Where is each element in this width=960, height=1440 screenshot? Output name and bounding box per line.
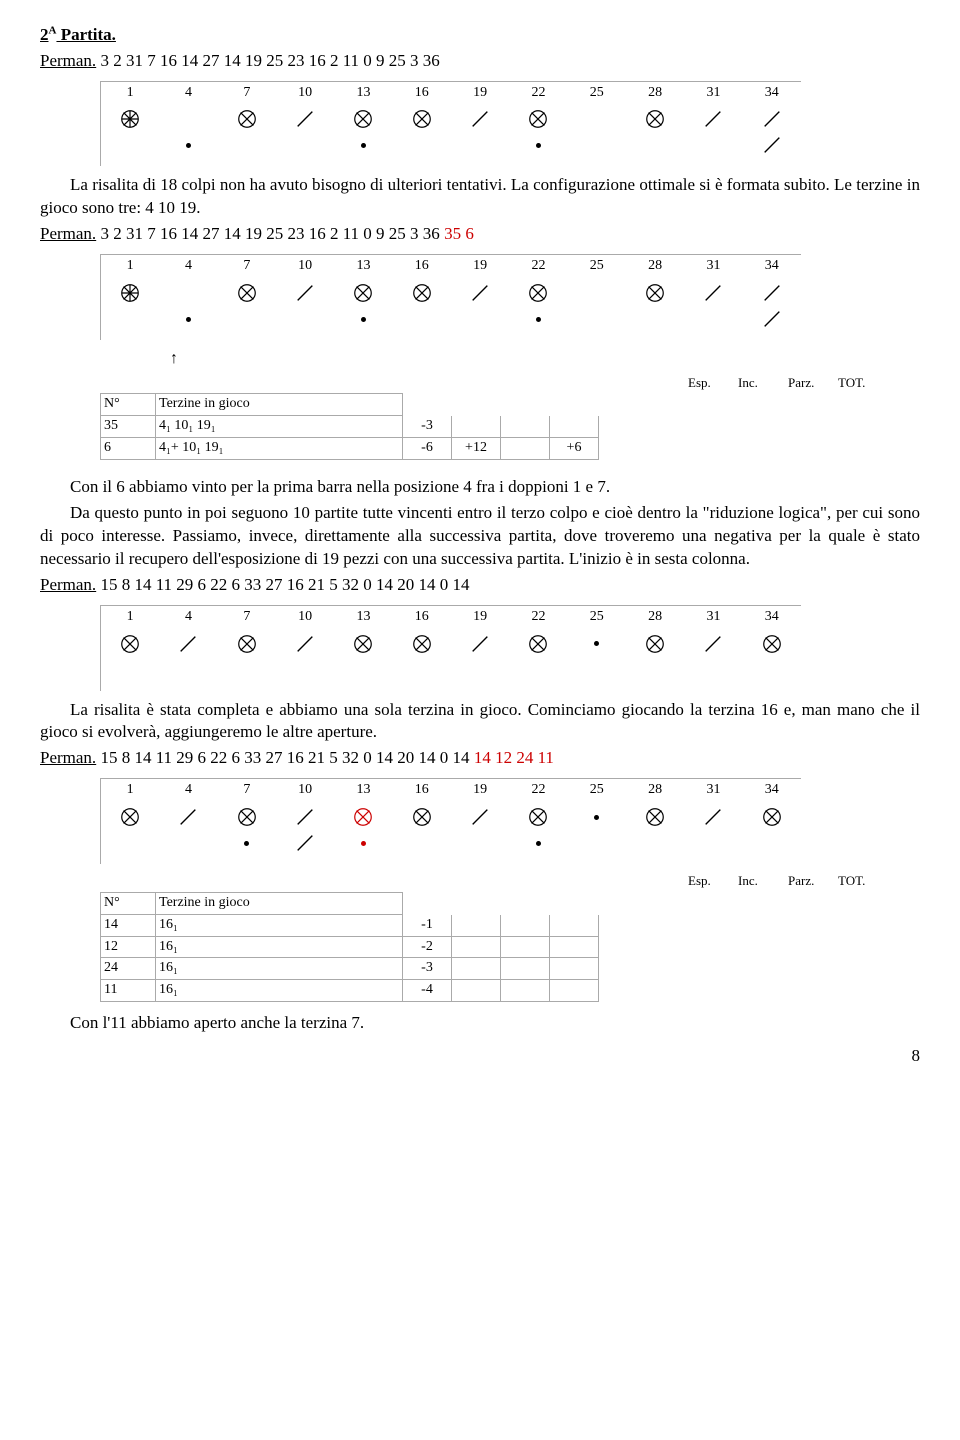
perman-4: Perman. <box>40 748 96 767</box>
col-tot: TOT. <box>838 374 880 392</box>
chart-1-row2 <box>101 132 801 158</box>
para-1: La risalita di 18 colpi non ha avuto bis… <box>40 175 920 217</box>
table-row: 14 <box>100 915 156 937</box>
axis-4: 147101316192225283134 <box>101 779 801 804</box>
para-3: La risalita è stata completa e abbiamo u… <box>40 700 920 742</box>
chart-4-row2 <box>101 830 801 856</box>
table-2: Esp.Inc.Parz.TOT. N°Terzine in gioco 141… <box>100 872 920 1002</box>
seq-3: 15 8 14 11 29 6 22 6 33 27 16 21 5 32 0 … <box>96 575 469 594</box>
axis-1: 147101316192225283134 <box>101 82 801 107</box>
perman-2: Perman. <box>40 224 96 243</box>
chart-3-row2 <box>101 657 801 683</box>
chart-2-row2 <box>101 306 801 332</box>
title-word: Partita. <box>56 25 115 44</box>
chart-2: 147101316192225283134 <box>100 254 801 340</box>
chart-1: 147101316192225283134 <box>100 81 801 167</box>
col-parz: Parz. <box>788 872 830 890</box>
table-row: 6 <box>100 438 156 460</box>
para-2b: Da questo punto in poi seguono 10 partit… <box>40 503 920 568</box>
page-number: 8 <box>40 1045 920 1068</box>
table-1: Esp.Inc.Parz.TOT. N°Terzine in gioco 354… <box>100 374 920 460</box>
para-4: Con l'11 abbiamo aperto anche la terzina… <box>70 1013 364 1032</box>
th-terzine: Terzine in gioco <box>156 892 403 915</box>
chart-4-row1 <box>101 804 801 830</box>
table-row: 24 <box>100 958 156 980</box>
col-tot: TOT. <box>838 872 880 890</box>
axis-3: 147101316192225283134 <box>101 606 801 631</box>
chart-2-row1 <box>101 280 801 306</box>
col-esp: Esp. <box>688 872 730 890</box>
perman-1: Perman. <box>40 51 96 70</box>
table-row: 11 <box>100 980 156 1002</box>
chart-1-row1 <box>101 106 801 132</box>
th-terzine: Terzine in gioco <box>156 393 403 416</box>
table-row: 12 <box>100 937 156 959</box>
chart-3: 147101316192225283134 <box>100 605 801 691</box>
chart-4: 147101316192225283134 <box>100 778 801 864</box>
seq-2b: 35 6 <box>444 224 474 243</box>
th-n: N° <box>100 892 156 915</box>
seq-4a: 15 8 14 11 29 6 22 6 33 27 16 21 5 32 0 … <box>96 748 474 767</box>
col-esp: Esp. <box>688 374 730 392</box>
seq-2a: 3 2 31 7 16 14 27 14 19 25 23 16 2 11 0 … <box>96 224 444 243</box>
axis-2: 147101316192225283134 <box>101 255 801 280</box>
table-row: 35 <box>100 416 156 438</box>
title-num: 2 <box>40 25 49 44</box>
chart-3-row1 <box>101 631 801 657</box>
col-parz: Parz. <box>788 374 830 392</box>
col-inc: Inc. <box>738 872 780 890</box>
arrow-icon: ↑ <box>170 348 920 370</box>
seq-1: 3 2 31 7 16 14 27 14 19 25 23 16 2 11 0 … <box>96 51 440 70</box>
seq-4b: 14 12 24 11 <box>474 748 554 767</box>
col-inc: Inc. <box>738 374 780 392</box>
perman-3: Perman. <box>40 575 96 594</box>
th-n: N° <box>100 393 156 416</box>
para-2a: Con il 6 abbiamo vinto per la prima barr… <box>70 477 610 496</box>
